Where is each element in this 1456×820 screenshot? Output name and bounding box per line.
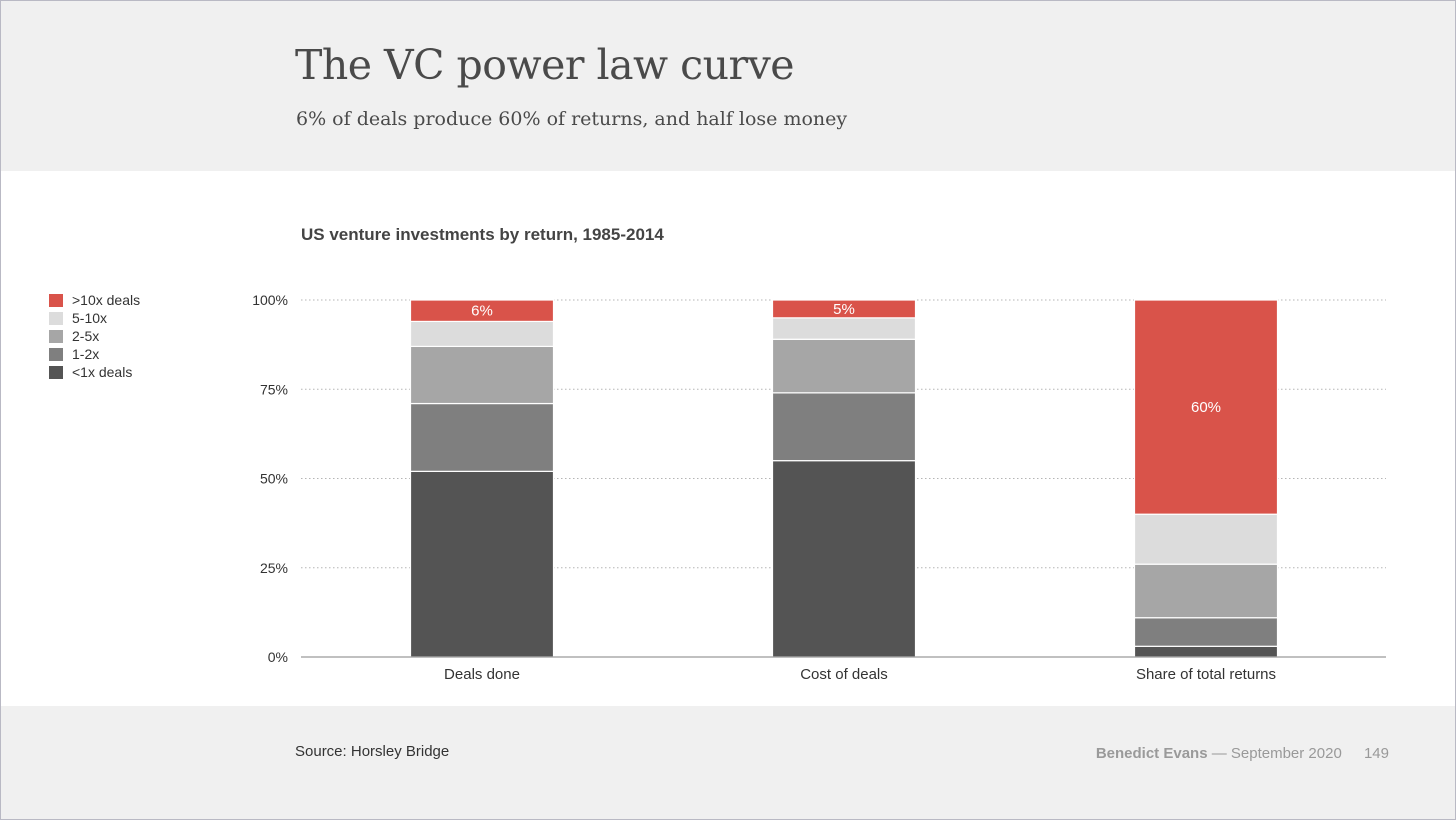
footer-credit: Benedict Evans — September 2020 149 bbox=[1096, 745, 1389, 762]
bar-segment bbox=[1133, 563, 1279, 619]
footer-date: — September 2020 bbox=[1211, 745, 1342, 762]
data-label: 5% bbox=[833, 301, 855, 318]
data-label: 6% bbox=[471, 303, 493, 320]
legend-item: <1x deals bbox=[49, 363, 140, 381]
chart-legend: >10x deals 5-10x 2-5x 1-2x <1x deals bbox=[49, 291, 140, 381]
x-tick-label: Deals done bbox=[444, 666, 520, 683]
x-tick-label: Share of total returns bbox=[1136, 666, 1276, 683]
legend-swatch bbox=[49, 329, 63, 343]
page-number: 149 bbox=[1363, 745, 1389, 762]
slide-header: The VC power law curve 6% of deals produ… bbox=[1, 1, 1455, 171]
data-label: 60% bbox=[1191, 399, 1221, 416]
y-tick-label: 100% bbox=[252, 292, 288, 308]
bar-segment bbox=[409, 320, 555, 348]
legend-swatch bbox=[49, 311, 63, 325]
bar-segment bbox=[1133, 513, 1279, 565]
bar-segment bbox=[409, 299, 555, 323]
legend-item: >10x deals bbox=[49, 291, 140, 309]
slide-subtitle: 6% of deals produce 60% of returns, and … bbox=[296, 108, 848, 130]
bar-segment bbox=[1133, 299, 1279, 515]
legend-label: >10x deals bbox=[72, 292, 141, 308]
x-tick-label: Cost of deals bbox=[800, 666, 888, 683]
bar-segment bbox=[771, 338, 917, 394]
bar-segment bbox=[771, 299, 917, 319]
chart-title: US venture investments by return, 1985-2… bbox=[301, 225, 664, 244]
legend-label: 2-5x bbox=[72, 328, 100, 344]
legend-label: 5-10x bbox=[72, 310, 108, 326]
legend-label: 1-2x bbox=[72, 346, 100, 362]
legend-item: 1-2x bbox=[49, 345, 140, 363]
slide-title: The VC power law curve bbox=[295, 41, 795, 89]
source-note: Source: Horsley Bridge bbox=[295, 743, 450, 760]
bar-segment bbox=[409, 402, 555, 472]
legend-item: 5-10x bbox=[49, 309, 140, 327]
legend-swatch bbox=[49, 347, 63, 361]
author-name: Benedict Evans bbox=[1095, 745, 1208, 762]
bar-segment bbox=[409, 345, 555, 405]
y-tick-label: 50% bbox=[260, 471, 288, 487]
legend-swatch bbox=[49, 293, 63, 307]
bar-segment bbox=[771, 460, 917, 658]
y-tick-label: 25% bbox=[260, 560, 288, 576]
y-tick-label: 75% bbox=[260, 381, 288, 397]
bar-segment bbox=[409, 470, 555, 658]
bar-segment bbox=[771, 317, 917, 340]
legend-item: 2-5x bbox=[49, 327, 140, 345]
legend-label: <1x deals bbox=[72, 364, 133, 380]
legend-swatch bbox=[49, 365, 63, 379]
bar-segment bbox=[1133, 645, 1279, 658]
y-tick-label: 0% bbox=[268, 649, 288, 665]
bar-segment bbox=[1133, 617, 1279, 647]
bar-segment bbox=[771, 392, 917, 462]
